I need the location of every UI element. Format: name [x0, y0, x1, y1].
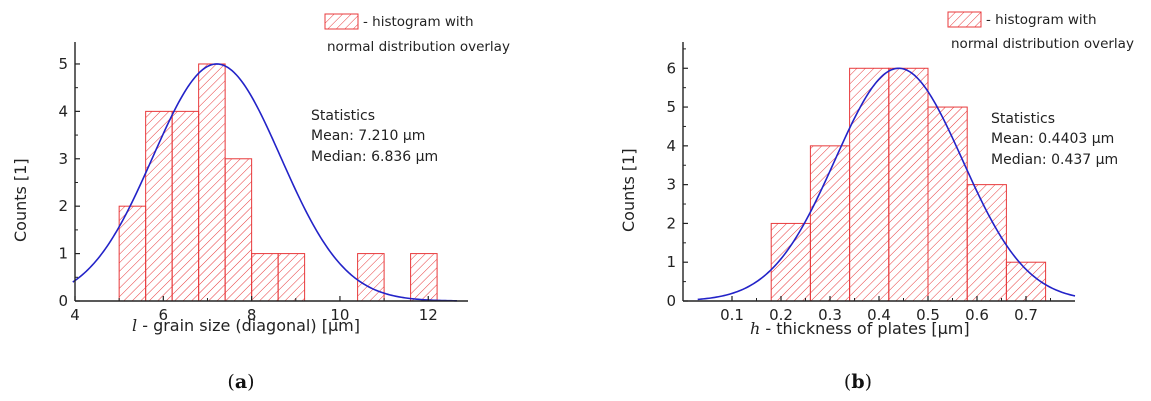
histogram-bar: [251, 253, 279, 302]
histogram-bar: [927, 106, 968, 302]
y-tick-label: 3: [58, 150, 68, 168]
x-axis-variable: l: [132, 316, 137, 335]
y-axis-title: Counts [1]: [11, 158, 30, 242]
y-axis-title: Counts [1]: [619, 148, 638, 232]
legend-label-line1: - histogram with: [986, 12, 1097, 28]
x-tick-label: 0.4: [867, 306, 891, 324]
x-tick-label: 4: [70, 306, 80, 324]
x-tick-label: 12: [419, 306, 438, 324]
normal-distribution-curve: [72, 63, 457, 302]
x-tick-label: 6: [159, 306, 169, 324]
legend-label-line2: normal distribution overlay: [327, 39, 510, 55]
statistics-median: Median: 6.836 μm: [311, 149, 438, 165]
histogram-bars: [118, 63, 438, 302]
x-tick-label: 0.2: [769, 306, 793, 324]
normal-distribution-curve: [697, 67, 1076, 301]
y-tick-label: 4: [666, 137, 676, 155]
histogram-panel-b: - histogram with normal distribution ove…: [619, 11, 1134, 393]
y-tick-label: 1: [58, 245, 68, 263]
x-tick-label: 0.6: [965, 306, 989, 324]
statistics-mean: Mean: 7.210 μm: [311, 128, 425, 144]
histogram-bar: [224, 158, 253, 302]
legend-label-line2: normal distribution overlay: [951, 36, 1134, 52]
legend-label-line1: - histogram with: [363, 14, 474, 30]
statistics-box: Statistics Mean: 7.210 μm Median: 6.836 …: [311, 108, 438, 165]
statistics-title: Statistics: [311, 108, 375, 124]
y-tick-label: 5: [666, 98, 676, 116]
x-axis-title: l - grain size (diagonal) [μm]: [132, 316, 360, 335]
histogram-bar: [145, 110, 173, 302]
x-tick-label: 0.1: [720, 306, 744, 324]
histogram-bar: [171, 110, 200, 302]
statistics-box: Statistics Mean: 0.4403 μm Median: 0.437…: [991, 111, 1118, 168]
legend: - histogram with normal distribution ove…: [324, 13, 510, 55]
histogram-bar: [770, 222, 811, 302]
x-tick-label: 0.3: [818, 306, 842, 324]
legend-swatch: [324, 13, 359, 30]
histogram-bar: [410, 253, 438, 302]
histogram-bar: [888, 67, 929, 302]
histogram-bar: [198, 63, 226, 302]
y-tick-label: 0: [58, 292, 68, 310]
histogram-bar: [849, 67, 890, 302]
histogram-bar: [277, 253, 306, 302]
y-tick-label: 3: [666, 176, 676, 194]
x-axis-title: h - thickness of plates [μm]: [750, 319, 970, 338]
x-tick-label: 8: [247, 306, 257, 324]
x-tick-label: 0.5: [916, 306, 940, 324]
x-tick-label: 10: [330, 306, 349, 324]
legend: - histogram with normal distribution ove…: [947, 11, 1134, 52]
y-tick-label: 6: [666, 59, 676, 77]
statistics-median: Median: 0.437 μm: [991, 152, 1118, 168]
y-tick-label: 4: [58, 102, 68, 120]
histogram-bar: [357, 253, 385, 302]
histogram-panel-a: - histogram with normal distribution ove…: [11, 13, 510, 393]
x-tick-label: 0.7: [1014, 306, 1038, 324]
histogram-bar: [966, 184, 1007, 302]
x-axis-variable: h: [750, 319, 760, 338]
y-tick-label: 2: [666, 214, 676, 232]
statistics-mean: Mean: 0.4403 μm: [991, 131, 1114, 147]
statistics-title: Statistics: [991, 111, 1055, 127]
histogram-bars: [770, 67, 1047, 302]
panel-label-b: (b): [844, 371, 872, 393]
y-tick-label: 5: [58, 55, 68, 73]
legend-swatch: [947, 11, 982, 28]
y-tick-label: 2: [58, 197, 68, 215]
y-tick-label: 0: [666, 292, 676, 310]
x-axis-label: - thickness of plates [μm]: [760, 319, 969, 338]
panel-label-a: (a): [227, 371, 254, 393]
x-axis-label: - grain size (diagonal) [μm]: [137, 316, 360, 335]
y-tick-label: 1: [666, 253, 676, 271]
